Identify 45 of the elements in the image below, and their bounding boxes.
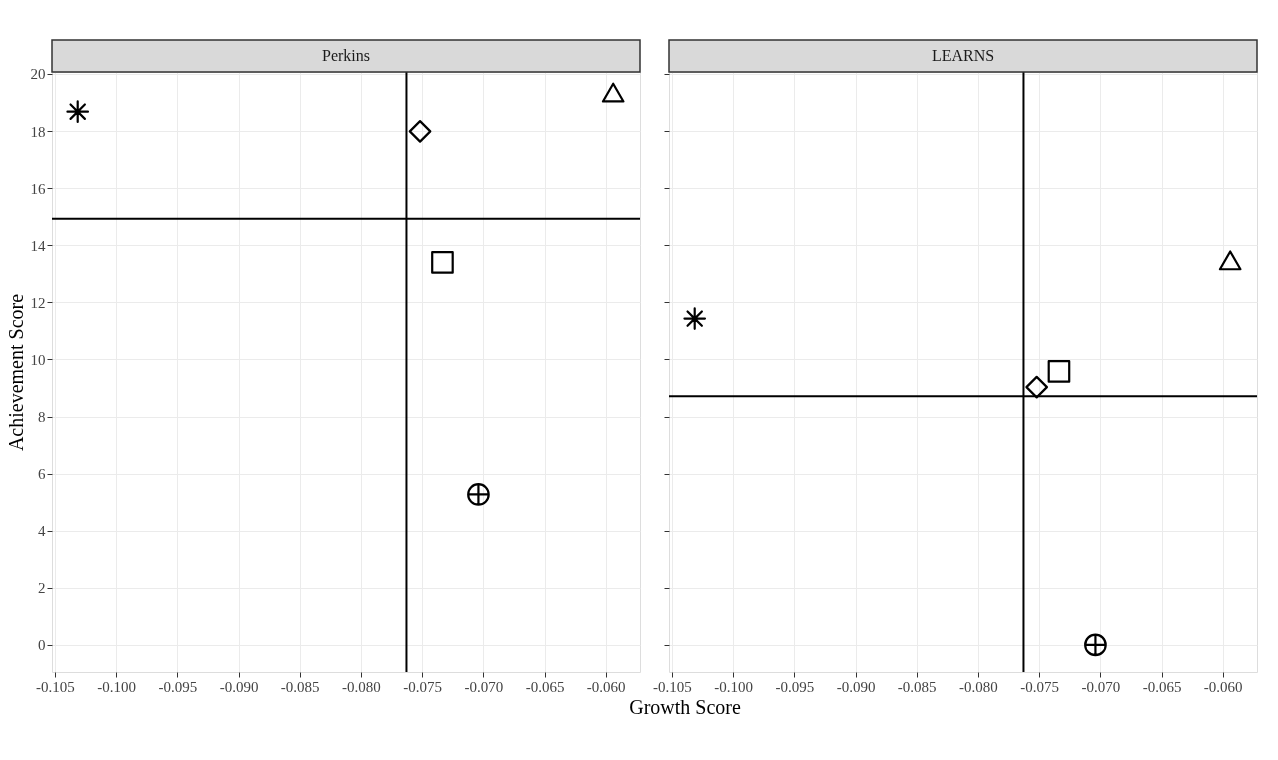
x-tick-label: -0.105	[653, 678, 692, 695]
chart-title: Perkins	[322, 47, 370, 64]
x-tick-label: -0.080	[959, 678, 998, 695]
x-tick-label: -0.065	[1142, 678, 1182, 695]
y-tick-label: 4	[38, 523, 46, 540]
x-tick-label: -0.100	[714, 678, 754, 695]
point	[467, 483, 490, 506]
y-tick-label: 14	[30, 237, 46, 254]
y-tick-label: 0	[38, 637, 46, 654]
y-tick-label: 6	[38, 466, 46, 483]
y-tick-label: 16	[30, 180, 46, 197]
x-tick-label: -0.080	[342, 678, 381, 695]
y-tick-label: 8	[38, 409, 46, 426]
x-tick-label: -0.070	[464, 678, 504, 695]
x-tick-label: -0.085	[897, 678, 937, 695]
x-tick-label: -0.100	[97, 678, 137, 695]
x-tick-label: -0.105	[36, 678, 75, 695]
x-tick-label: -0.060	[586, 678, 626, 695]
y-tick-label: 20	[30, 66, 46, 83]
y-tick-label: 2	[38, 580, 46, 597]
x-tick-label: -0.095	[775, 678, 815, 695]
y-axis-title: Achievement Score	[4, 293, 27, 452]
y-tick-label: 18	[30, 123, 46, 140]
chart-title: LEARNS	[931, 47, 995, 64]
y-tick-label: 12	[30, 294, 46, 311]
x-tick-label: -0.060	[1203, 678, 1243, 695]
point	[683, 307, 707, 330]
point	[1025, 375, 1049, 399]
x-tick-label: -0.090	[836, 678, 876, 695]
x-tick-label: -0.090	[219, 678, 259, 695]
x-tick-label: -0.070	[1081, 678, 1121, 695]
point	[1218, 250, 1242, 271]
x-tick-label: -0.065	[525, 678, 565, 695]
x-tick-label: -0.075	[403, 678, 443, 695]
point	[408, 120, 432, 143]
point	[1084, 633, 1107, 657]
point	[66, 100, 90, 124]
point	[431, 251, 454, 274]
x-axis-title: Growth Score	[629, 696, 741, 718]
point	[1047, 360, 1071, 383]
y-tick-label: 10	[30, 351, 46, 368]
point	[601, 82, 625, 103]
x-tick-label: -0.085	[280, 678, 320, 695]
x-tick-label: -0.095	[158, 678, 198, 695]
x-tick-label: -0.075	[1020, 678, 1060, 695]
